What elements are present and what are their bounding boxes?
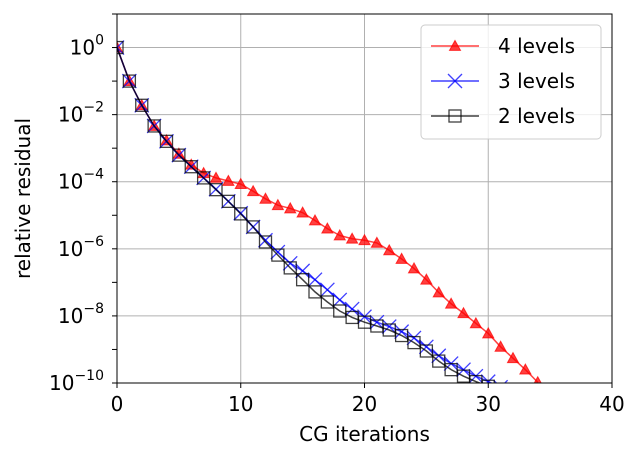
data-point xyxy=(506,351,520,364)
legend-item: 4 levels xyxy=(431,34,575,58)
x-tick-label: 20 xyxy=(352,392,377,416)
data-point xyxy=(407,335,421,350)
data-point xyxy=(481,379,495,383)
y-tick-label: 10−6 xyxy=(58,234,104,261)
data-point xyxy=(320,295,335,309)
data-point xyxy=(407,261,421,274)
y-axis: 10−10 10−8 10−6 10−4 10−2 100 xyxy=(49,13,117,395)
data-point xyxy=(444,297,458,309)
data-point xyxy=(147,119,161,133)
y-tick-label: 100 xyxy=(70,33,104,60)
data-point xyxy=(345,232,359,244)
data-point xyxy=(533,375,542,383)
data-point xyxy=(394,328,409,343)
data-point xyxy=(432,285,446,298)
x-tick-label: 0 xyxy=(111,392,124,416)
legend-label: 3 levels xyxy=(498,69,575,93)
data-point xyxy=(333,228,347,241)
data-point xyxy=(469,316,483,329)
data-point xyxy=(344,301,360,317)
x-tick-label: 30 xyxy=(476,392,501,416)
data-point xyxy=(122,74,137,88)
data-point xyxy=(221,194,236,209)
data-point xyxy=(234,177,248,189)
data-point xyxy=(296,206,309,218)
y-tick-label: 10−2 xyxy=(58,100,104,127)
data-point xyxy=(258,235,273,249)
data-point xyxy=(394,324,410,340)
data-point xyxy=(117,40,124,55)
data-point xyxy=(196,171,211,185)
data-point xyxy=(197,166,210,179)
data-point xyxy=(172,148,186,162)
data-point xyxy=(283,261,297,275)
legend-marker xyxy=(448,39,462,51)
data-point xyxy=(234,207,248,221)
data-point xyxy=(117,40,125,56)
series-layer xyxy=(117,40,542,383)
data-point xyxy=(246,220,260,234)
data-point xyxy=(222,174,235,186)
data-point xyxy=(135,98,149,112)
data-point xyxy=(209,171,223,183)
data-point xyxy=(160,133,173,146)
data-point xyxy=(480,374,496,383)
data-point xyxy=(494,340,507,352)
data-point xyxy=(457,306,470,319)
legend-label: 2 levels xyxy=(498,104,575,128)
legend: 4 levels 3 levels 2 levels xyxy=(420,24,602,140)
x-axis-label: CG iterations xyxy=(299,422,430,446)
data-point xyxy=(420,273,433,285)
legend-item: 2 levels xyxy=(431,104,575,128)
data-point xyxy=(259,192,272,204)
data-point xyxy=(295,273,310,287)
data-point xyxy=(308,285,322,299)
y-tick-label: 10−4 xyxy=(58,167,104,194)
data-point xyxy=(370,236,384,248)
y-axis-label: relative residual xyxy=(11,118,35,279)
y-tick-label: 10−8 xyxy=(58,301,104,328)
data-point xyxy=(418,339,434,355)
data-point xyxy=(321,222,334,234)
data-point xyxy=(395,252,408,264)
x-axis: 0 10 20 30 40 xyxy=(111,383,625,416)
series-2-levels xyxy=(117,40,495,383)
data-point xyxy=(358,233,371,246)
y-tick-label: 10−10 xyxy=(49,368,104,395)
legend-marker xyxy=(448,109,462,123)
data-point xyxy=(432,354,446,368)
data-point xyxy=(159,134,174,148)
data-point xyxy=(307,272,323,288)
data-point xyxy=(283,201,297,214)
data-point xyxy=(282,255,298,271)
data-point xyxy=(209,183,223,197)
data-point xyxy=(419,344,434,358)
data-point xyxy=(270,244,286,260)
data-point xyxy=(271,198,285,211)
data-point xyxy=(381,319,397,335)
data-point xyxy=(246,184,260,197)
data-point xyxy=(271,248,285,262)
data-point xyxy=(519,363,532,375)
data-point xyxy=(382,243,396,256)
legend-label: 4 levels xyxy=(498,34,575,58)
x-tick-label: 40 xyxy=(599,392,624,416)
data-point xyxy=(319,282,335,298)
legend-marker xyxy=(447,73,463,89)
data-point xyxy=(308,213,322,226)
x-tick-label: 10 xyxy=(228,392,253,416)
data-point xyxy=(184,160,198,174)
legend-item: 3 levels xyxy=(431,69,575,93)
legend-box xyxy=(420,24,602,140)
data-point xyxy=(406,330,422,346)
data-point xyxy=(481,326,495,339)
series-line xyxy=(117,47,482,383)
